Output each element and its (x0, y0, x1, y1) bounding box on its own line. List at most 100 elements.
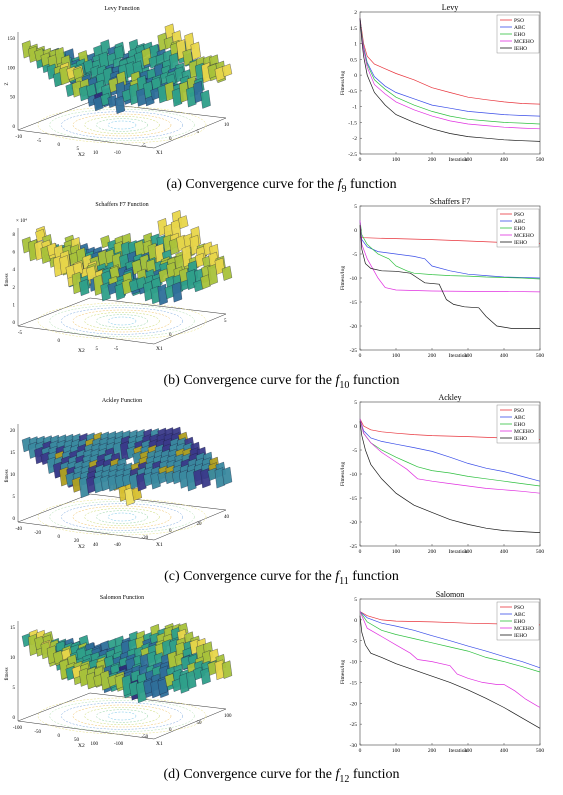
y-tick-label: -50 (34, 730, 41, 735)
z-tick-label: 1 (13, 303, 16, 308)
contour-line (96, 510, 148, 524)
surface-facet (113, 45, 125, 61)
chart-title: Schaffers F7 (430, 197, 471, 206)
surface-title: Salomon Function (100, 595, 144, 601)
contour-line (37, 498, 207, 536)
chart-title: Ackley (438, 393, 461, 402)
y-tick-label: 10 (93, 151, 99, 156)
z-tick-label: 0 (13, 125, 16, 130)
y-tick-label: -20 (350, 324, 358, 330)
legend-label: PSO (514, 408, 524, 414)
x-axis-label: Iteration (449, 353, 468, 359)
x-tick-label: 100 (224, 714, 232, 719)
surface-facet (214, 66, 226, 82)
series-line-pso (359, 418, 541, 440)
z-tick-label: 5 (13, 686, 16, 691)
surface-plot-schaffers: Schaffers F7 Function 8 6 4 2 1 0 fitness × 10⁴ -… (5, 201, 233, 354)
z-tick-label: 10 (10, 473, 16, 478)
x-tick-label: 0 (169, 137, 172, 142)
legend-label: IEHO (514, 46, 527, 52)
y-tick-label: -10 (350, 472, 358, 478)
contour-line (72, 505, 172, 529)
z-axis-label: Z (5, 82, 10, 85)
y-tick-label: 0 (354, 618, 357, 624)
x-tick-label: -50 (142, 735, 149, 740)
y-tick-label: -1.5 (348, 120, 357, 126)
y-tick-label: 0 (354, 73, 357, 79)
y-tick-label: 100 (91, 742, 99, 747)
surface-facet (109, 265, 120, 280)
x-tick-label: 100 (392, 353, 401, 359)
figure-caption-a: (a) Convergence curve for the f9 functio… (166, 177, 397, 195)
x-axis-label: X1 (156, 346, 163, 352)
surface-facet (136, 680, 147, 704)
surface-facet (72, 66, 84, 80)
x-tick-label: 200 (428, 748, 437, 754)
contour-line (96, 709, 148, 723)
x-tick-label: 0 (359, 353, 362, 359)
y-tick-label: 5 (77, 147, 80, 152)
series-line-mceho (359, 220, 541, 293)
surface-facet (171, 87, 183, 107)
y-tick-label: -5 (352, 252, 357, 258)
legend-label: ABC (514, 612, 526, 618)
surface-facet (78, 85, 90, 102)
x-tick-label: 400 (500, 549, 509, 555)
axis-floor (17, 692, 227, 740)
contour-line (72, 309, 172, 333)
x-tick-label: 400 (500, 353, 509, 359)
chart-title: Levy (442, 3, 458, 12)
z-tick-label: 0 (13, 321, 16, 326)
contour-line (96, 118, 148, 132)
x-tick-label: -40 (114, 543, 121, 548)
legend-label: IEHO (514, 240, 527, 246)
contour-line (107, 711, 137, 721)
y-tick-label: -40 (15, 527, 22, 532)
z-tick-label: 50 (10, 96, 16, 101)
legend-label: EHO (514, 422, 525, 428)
contour-line (49, 501, 195, 533)
contour-line (61, 503, 183, 531)
surface-facet (72, 261, 84, 277)
y-tick-label: 5 (354, 204, 357, 210)
legend-label: IEHO (514, 436, 527, 442)
surface-plot-levy: Levy Function 150 100 50 0 Z -10 -5 0 5 10 -10 -5 0 5 1… (5, 6, 233, 158)
contour-line (72, 113, 172, 137)
contour-line (107, 512, 137, 522)
y-tick-label: 5 (96, 347, 99, 352)
x-tick-label: 200 (428, 157, 437, 163)
convergence-chart-schaffers: Schaffers F7 0 100 200 300 400 500 5 0 -5 -10 -15 -2… (340, 197, 545, 359)
x-tick-label: -5 (114, 347, 119, 352)
chart-title: Salomon (436, 590, 464, 599)
x-tick-label: 0 (359, 549, 362, 555)
x-axis-label: X1 (156, 542, 163, 548)
z-tick-label: 15 (10, 626, 16, 631)
x-tick-label: -20 (142, 536, 149, 541)
figure-caption-d: (d) Convergence curve for the f12 functi… (163, 767, 400, 785)
x-tick-label: 500 (536, 549, 545, 555)
contour-line (61, 307, 183, 335)
surface-facet (157, 678, 168, 695)
x-tick-label: 500 (536, 353, 545, 359)
series-line-eho (359, 18, 541, 125)
y-tick-label: -5 (352, 639, 357, 645)
y-tick-label: 0 (354, 228, 357, 234)
figure-row-a: Levy Function 150 100 50 0 Z -10 -5 0 5 10 -10 -5 0 5 1… (0, 0, 563, 195)
x-tick-label: 300 (464, 549, 473, 555)
y-tick-label: -20 (34, 531, 41, 536)
series-line-pso (359, 18, 541, 105)
surface-facet (200, 667, 211, 685)
legend-label: MCEHO (514, 39, 534, 45)
x-tick-label: 500 (536, 748, 545, 754)
contour-line (49, 305, 195, 337)
y-tick-label: -5 (37, 139, 42, 144)
surface-facet (100, 670, 111, 691)
y-axis-label: X2 (78, 544, 85, 550)
x-tick-label: 0 (359, 157, 362, 163)
y-tick-label: -10 (15, 135, 22, 140)
contour-line (37, 697, 207, 735)
y-tick-label: -2.5 (348, 152, 357, 158)
legend-label: EHO (514, 619, 525, 625)
surface-facet (171, 281, 183, 303)
x-tick-label: 300 (464, 748, 473, 754)
